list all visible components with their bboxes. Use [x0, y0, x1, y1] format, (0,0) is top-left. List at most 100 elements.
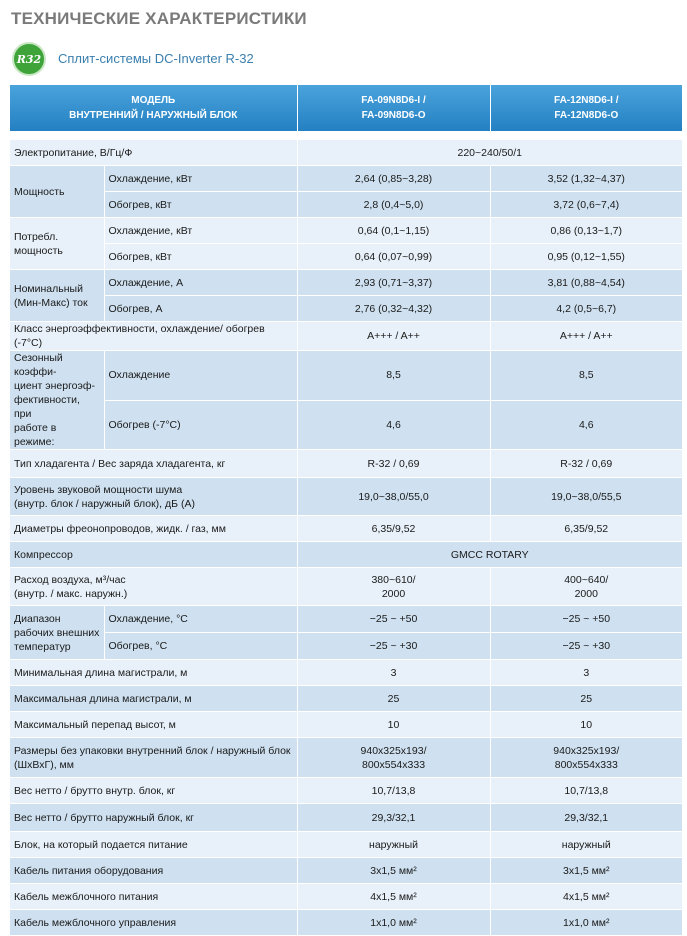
row-label: Максимальный перепад высот, м: [10, 711, 298, 738]
table-row: Тип хладагента / Вес заряда хладагента, …: [10, 449, 683, 478]
row-value: 3: [490, 659, 683, 686]
row-value: 19,0~38,0/55,0: [297, 477, 491, 516]
row-value: 2,8 (0,4~5,0): [297, 191, 491, 218]
row-group-label: Номинальный (Мин-Макс) ток: [10, 269, 105, 322]
row-group-label: Диапазон рабочих внешних температур: [10, 605, 105, 660]
table-row: Диаметры фреонопроводов, жидк. / газ, мм…: [10, 515, 683, 542]
row-value: 3x1,5 мм²: [490, 857, 683, 884]
row-value: 3,72 (0,6~7,4): [490, 191, 683, 218]
row-label: Расход воздуха, м³/час (внутр. / макс. на…: [10, 567, 298, 606]
row-sublabel: Охлаждение: [104, 350, 298, 401]
row-sublabel: Обогрев, кВт: [104, 243, 298, 270]
row-value: 3: [297, 659, 491, 686]
row-sublabel: Обогрев (-7°С): [104, 400, 298, 450]
row-value: 10,7/13,8: [297, 777, 491, 804]
header-model-2: FA-12N8D6-I / FA-12N8D6-O: [490, 85, 683, 131]
row-label: Компрессор: [10, 541, 298, 568]
row-value: 6,35/9,52: [490, 515, 683, 542]
row-label: Минимальная длина магистрали, м: [10, 659, 298, 686]
table-row: Мощность Охлаждение, кВт 2,64 (0,85~3,28…: [10, 165, 683, 218]
table-row: Обогрев, кВт 0,64 (0,07~0,99) 0,95 (0,12…: [10, 243, 683, 270]
row-value: −25 ~ +50: [490, 605, 683, 633]
page-subtitle: Сплит-системы DC-Inverter R-32: [58, 51, 254, 66]
table-row: Минимальная длина магистрали, м 3 3: [10, 659, 683, 686]
row-label: Размеры без упаковки внутренний блок / н…: [10, 737, 298, 778]
row-label: Кабель межблочного питания: [10, 883, 298, 910]
row-value: GMCC ROTARY: [297, 541, 683, 568]
table-row: Вес нетто / брутто наружный блок, кг 29,…: [10, 803, 683, 832]
row-label: Электропитание, В/Гц/Ф: [10, 139, 298, 166]
row-value: 3,81 (0,88~4,54): [490, 269, 683, 296]
row-label: Кабель межблочного управления: [10, 909, 298, 936]
row-value: A+++ / A++: [490, 321, 683, 351]
row-value: −25 ~ +50: [297, 605, 491, 633]
row-label: Вес нетто / брутто наружный блок, кг: [10, 803, 298, 832]
row-value: 380~610/2000: [297, 567, 491, 606]
row-value: 1x1,0 мм²: [297, 909, 491, 936]
row-value: 0,95 (0,12~1,55): [490, 243, 683, 270]
table-header-row: МОДЕЛЬ ВНУТРЕННИЙ / НАРУЖНЫЙ БЛОК FA-09N8…: [10, 85, 683, 131]
row-value: 2,64 (0,85~3,28): [297, 165, 491, 192]
row-value: 220~240/50/1: [297, 139, 683, 166]
header-model-1: FA-09N8D6-I / FA-09N8D6-O: [297, 85, 491, 131]
row-sublabel: Охлаждение, кВт: [104, 217, 298, 244]
row-value: 940x325x193/800x554x333: [490, 737, 683, 778]
row-sublabel: Обогрев, °С: [104, 632, 298, 660]
table-row: Потребл. мощность Охлаждение, кВт 0,64 (0…: [10, 217, 683, 270]
row-value: 400~640/2000: [490, 567, 683, 606]
row-sublabel: Охлаждение, А: [104, 269, 298, 296]
row-label: Тип хладагента / Вес заряда хладагента, …: [10, 449, 298, 478]
row-group-label: Потребл. мощность: [10, 217, 105, 270]
row-label: Блок, на который подается питание: [10, 831, 298, 858]
row-value: 4,6: [297, 400, 491, 450]
logo-text: R32: [16, 52, 42, 66]
table-row: Вес нетто / брутто внутр. блок, кг 10,7/…: [10, 777, 683, 804]
table-row: Обогрев (-7°С) 4,6 4,6: [10, 400, 683, 450]
row-value: 10: [297, 711, 491, 738]
row-value: 4x1,5 мм²: [490, 883, 683, 910]
spec-table: МОДЕЛЬ ВНУТРЕННИЙ / НАРУЖНЫЙ БЛОК FA-09N8…: [10, 85, 683, 936]
row-group-label: Сезонный коэффи-циент энергоэф-фективнос…: [10, 350, 105, 450]
row-value: −25 ~ +30: [490, 632, 683, 660]
row-sublabel: Охлаждение, кВт: [104, 165, 298, 192]
row-label: Диаметры фреонопроводов, жидк. / газ, мм: [10, 515, 298, 542]
row-value: R-32 / 0,69: [297, 449, 491, 478]
table-row: Номинальный (Мин-Макс) ток Охлаждение, А …: [10, 269, 683, 322]
row-sublabel: Обогрев, А: [104, 295, 298, 322]
row-value: R-32 / 0,69: [490, 449, 683, 478]
row-value: 0,64 (0,07~0,99): [297, 243, 491, 270]
row-value: 0,86 (0,13~1,7): [490, 217, 683, 244]
row-value: 8,5: [297, 350, 491, 401]
table-row: Обогрев, А 2,76 (0,32~4,32) 4,2 (0,5~6,7…: [10, 295, 683, 322]
r32-logo-icon: R32: [12, 42, 46, 76]
page-title: ТЕХНИЧЕСКИЕ ХАРАКТЕРИСТИКИ: [11, 9, 307, 28]
row-value: A+++ / A++: [297, 321, 491, 351]
row-value: 19,0~38,0/55,5: [490, 477, 683, 516]
header-model: МОДЕЛЬ ВНУТРЕННИЙ / НАРУЖНЫЙ БЛОК: [10, 85, 298, 131]
table-row: Класс энергоэффективности, охлаждение/ о…: [10, 321, 683, 351]
table-row: Уровень звуковой мощности шума (внутр. бл…: [10, 477, 683, 516]
table-row: Расход воздуха, м³/час (внутр. / макс. на…: [10, 567, 683, 606]
table-row: Компрессор GMCC ROTARY: [10, 541, 683, 568]
row-value: 3x1,5 мм²: [297, 857, 491, 884]
row-value: 0,64 (0,1~1,15): [297, 217, 491, 244]
row-value: 10: [490, 711, 683, 738]
row-sublabel: Обогрев, кВт: [104, 191, 298, 218]
row-value: −25 ~ +30: [297, 632, 491, 660]
table-row: Диапазон рабочих внешних температур Охлажд…: [10, 605, 683, 660]
row-value: 4,2 (0,5~6,7): [490, 295, 683, 322]
row-value: 6,35/9,52: [297, 515, 491, 542]
row-label: Максимальная длина магистрали, м: [10, 685, 298, 712]
row-label: Уровень звуковой мощности шума (внутр. бл…: [10, 477, 298, 516]
row-group-label: Мощность: [10, 165, 105, 218]
row-value: 2,93 (0,71~3,37): [297, 269, 491, 296]
row-value: 3,52 (1,32~4,37): [490, 165, 683, 192]
table-row: Кабель питания оборудования 3x1,5 мм² 3x…: [10, 857, 683, 884]
table-row: Максимальная длина магистрали, м 25 25: [10, 685, 683, 712]
row-value: 4,6: [490, 400, 683, 450]
row-sublabel: Охлаждение, °С: [104, 605, 298, 633]
row-value: наружный: [297, 831, 491, 858]
table-row: Электропитание, В/Гц/Ф 220~240/50/1: [10, 139, 683, 166]
table-row: Сезонный коэффи-циент энергоэф-фективнос…: [10, 350, 683, 450]
row-value: наружный: [490, 831, 683, 858]
